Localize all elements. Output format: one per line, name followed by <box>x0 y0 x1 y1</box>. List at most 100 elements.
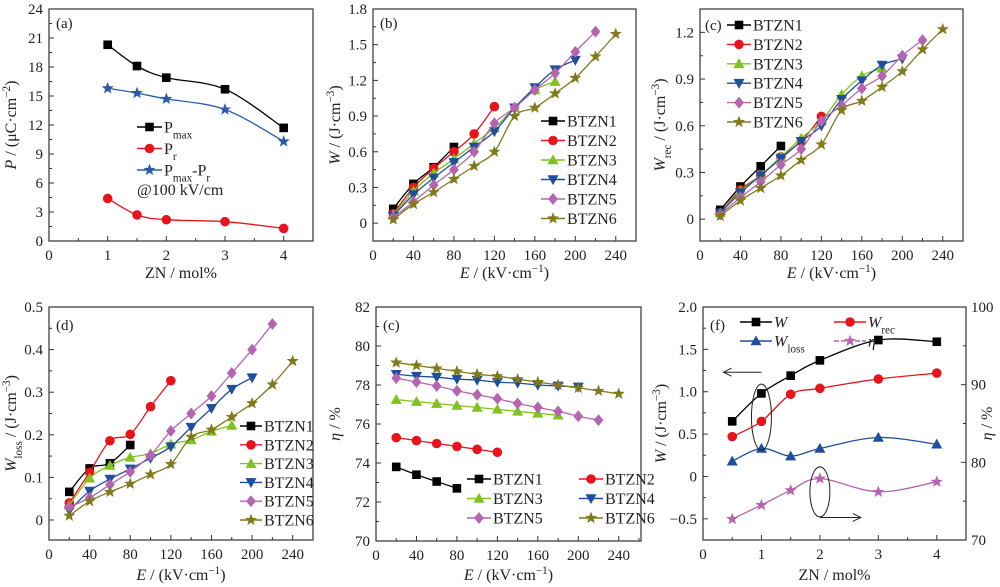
data-point <box>105 435 115 446</box>
x-tick-label: 200 <box>241 547 264 563</box>
data-point <box>726 455 738 466</box>
x-tick-label: 120 <box>486 548 509 564</box>
data-point <box>755 442 767 453</box>
label-text: / (kV·cm <box>797 265 860 282</box>
series-line <box>731 477 937 520</box>
series-line <box>396 373 579 388</box>
data-point <box>873 374 884 384</box>
y-tick-label: 72 <box>355 495 370 511</box>
legend-label: BTZN6 <box>753 115 803 132</box>
data-point <box>431 397 443 408</box>
y-tick-label: 21 <box>28 31 43 47</box>
y-axis-label: η / % <box>327 407 344 441</box>
legend-item: BTZN1 <box>240 419 314 436</box>
series-1 <box>391 462 462 493</box>
series-1 <box>727 335 942 426</box>
y-tick-label: −0.5 <box>670 512 697 528</box>
data-point <box>508 109 521 122</box>
legend: BTZN1 BTZN2 BTZN3 BTZN4 BTZN5 BTZN6 <box>727 18 803 132</box>
legend-marker <box>474 512 484 524</box>
data-point <box>451 374 463 385</box>
series-line <box>396 437 498 453</box>
data-point <box>162 73 171 82</box>
series-line <box>392 59 576 217</box>
legend-marker <box>734 20 744 30</box>
series-line <box>68 360 294 517</box>
label-text: BTZN5 <box>264 494 314 511</box>
left-arrowhead-icon <box>722 367 732 377</box>
legend-label: BTZN5 <box>753 95 803 112</box>
x-tick-label: 0 <box>45 547 53 563</box>
plot-frame <box>699 8 964 242</box>
label-text: ) <box>544 265 549 282</box>
data-point <box>451 399 463 410</box>
legend-item: BTZN4 <box>727 76 803 93</box>
y2-tick-label: 100 <box>971 300 994 316</box>
data-point <box>218 103 232 115</box>
x-tick-label: 0 <box>696 248 704 264</box>
subscript-text: rec <box>662 145 674 159</box>
data-point <box>185 422 197 433</box>
series-6 <box>387 27 622 225</box>
label-text: W <box>868 315 883 332</box>
legend-label: BTZN3 <box>753 56 803 73</box>
legend-item: BTZN3 <box>727 56 803 73</box>
label-text: η <box>979 432 996 440</box>
data-point <box>161 214 172 225</box>
y-tick-label: 18 <box>28 60 43 76</box>
label-text: / (μC·cm <box>3 97 20 159</box>
data-point <box>491 403 503 414</box>
y-tick-label: 0.5 <box>24 300 43 316</box>
legend-marker <box>546 212 560 224</box>
label-text: W <box>652 157 669 172</box>
legend-item: BTZN1 <box>467 472 543 489</box>
data-point <box>835 103 848 116</box>
x-tick-label: 160 <box>524 248 547 264</box>
x-axis-label: E / (kV·cm−1) <box>786 263 876 282</box>
x-tick-label: 4 <box>933 547 941 563</box>
subscript-text: r <box>206 173 210 185</box>
data-point <box>609 27 622 40</box>
legend-label: BTZN6 <box>605 511 655 528</box>
data-point <box>132 61 142 71</box>
x-tick-label: 0 <box>699 547 707 563</box>
data-point <box>816 115 827 128</box>
legend-item: BTZN3 <box>467 491 543 508</box>
data-point <box>488 145 501 157</box>
x-tick-label: 0 <box>45 248 53 264</box>
data-point <box>897 49 908 62</box>
data-point <box>220 84 230 94</box>
x-tick-label: 40 <box>733 248 748 264</box>
x-tick-label: 240 <box>281 547 304 563</box>
data-point <box>226 367 237 379</box>
x-axis-label: E / (kV·cm−1) <box>463 565 553 584</box>
legend-marker <box>843 334 857 347</box>
data-point <box>714 209 727 222</box>
x-tick-label: 1 <box>758 547 766 563</box>
legend-item: Pr <box>137 141 177 163</box>
data-point <box>160 92 173 104</box>
annotation: @100 kV/cm <box>137 182 224 199</box>
legend-label: W <box>774 315 789 332</box>
legend-label: BTZN5 <box>493 511 543 528</box>
legend-item: Pmax <box>137 120 193 142</box>
legend-label: BTZN1 <box>493 472 543 489</box>
legend-marker <box>548 135 558 146</box>
data-point <box>757 389 766 398</box>
label-text: BTZN5 <box>753 95 803 112</box>
data-point <box>390 356 403 368</box>
legend-marker <box>548 193 558 205</box>
label-text: BTZN2 <box>264 437 314 454</box>
series-line <box>107 44 285 129</box>
y-axis-label: W / (J·cm−3) <box>651 384 670 463</box>
data-point <box>550 67 560 80</box>
legend-marker <box>244 513 258 526</box>
y-axis-label: Wloss / (J·cm−3) <box>1 375 25 472</box>
data-point <box>225 410 238 422</box>
y-tick-label: 12 <box>28 118 43 134</box>
label-text: / (J·cm <box>327 102 344 151</box>
y-tick-label: 1.2 <box>675 25 694 41</box>
y-tick-label: 0.3 <box>348 180 367 196</box>
data-point <box>815 383 825 394</box>
